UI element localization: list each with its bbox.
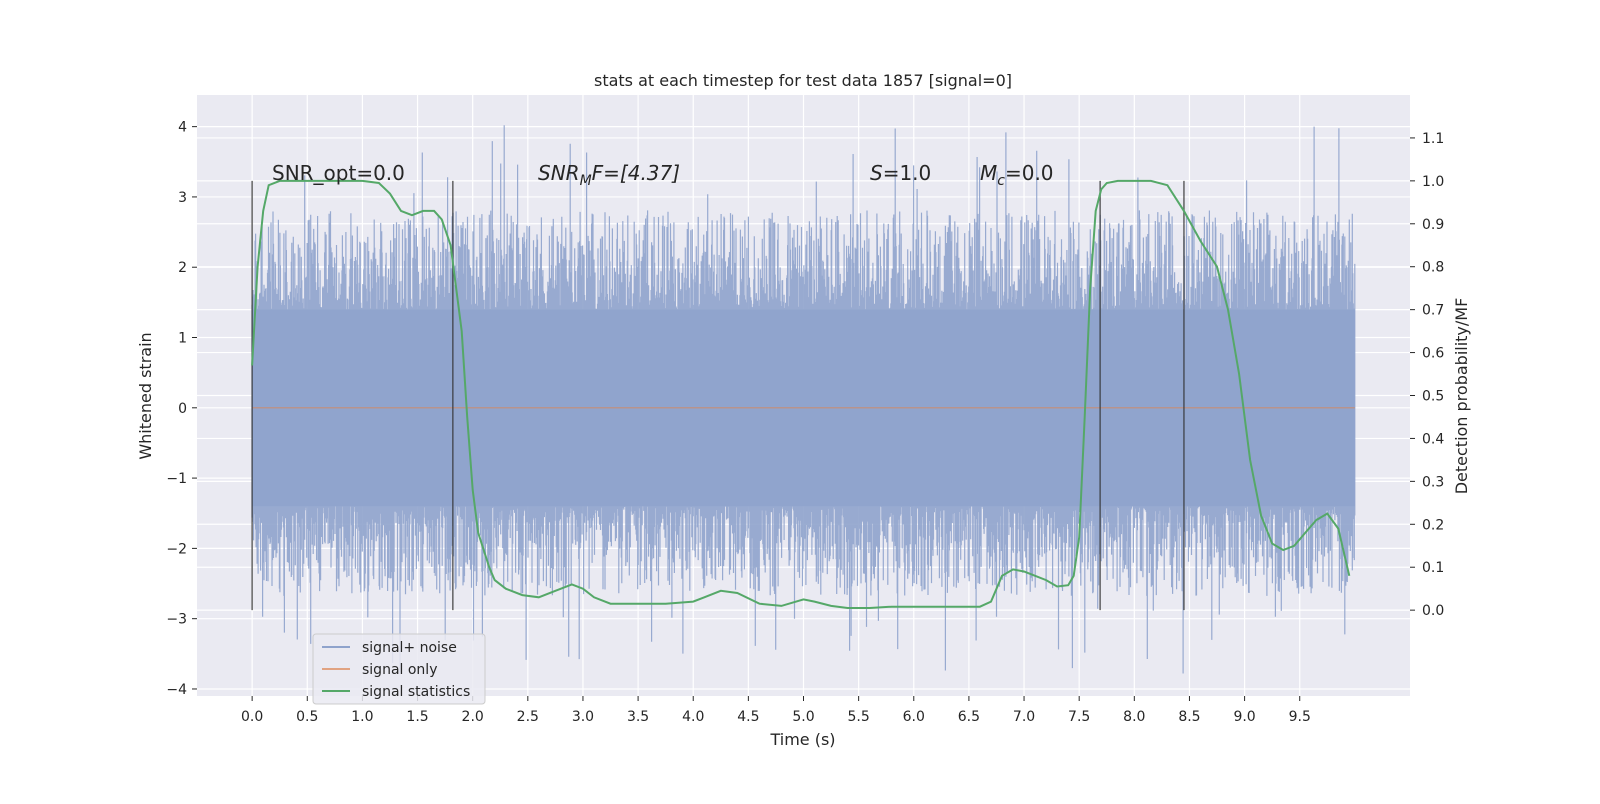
legend-label-signal-noise: signal+ noise (362, 640, 457, 656)
y-axis-left-ticks: 4 3 2 1 0 −1 −2 −3 −4 (166, 120, 197, 698)
x-axis-ticks: 0.0 0.5 1.0 1.5 2.0 2.5 3.0 3.5 4.0 4.5 5.0 5.5 6.0 6… (241, 696, 1311, 725)
annotation-mc-main: M (980, 161, 997, 185)
annotation-snr-mf-main: SNR (538, 161, 580, 185)
x-tick-label: 4.0 (682, 709, 704, 725)
annotation-mc: Mc=0.0 (980, 161, 1054, 189)
y-right-tick-label: 0.9 (1422, 217, 1444, 233)
y-right-tick-label: 0.3 (1422, 474, 1444, 490)
y-right-tick-label: 0.7 (1422, 303, 1444, 319)
signal-statistics-series (251, 179, 1351, 609)
y-right-tick-label: 0.6 (1422, 346, 1444, 362)
x-axis-label: Time (s) (769, 730, 835, 749)
x-tick-label: 1.5 (406, 709, 428, 725)
x-tick-label: 9.5 (1289, 709, 1311, 725)
y-left-tick-label: 3 (178, 190, 187, 206)
legend-box (312, 633, 486, 705)
y-right-tick-label: 0.4 (1422, 431, 1444, 447)
y-axis-right-label: Detection probability/MF (1452, 298, 1471, 495)
signal-statistics-line (251, 179, 1351, 609)
x-tick-label: 3.5 (627, 709, 649, 725)
y-left-tick-label: 1 (178, 331, 187, 347)
annotation-snr-mf: SNRMF=[4.37] (538, 161, 680, 189)
x-tick-label: 2.5 (517, 709, 539, 725)
annotation-s-main: S (870, 161, 883, 185)
annotation-s-tail: =1.0 (883, 161, 932, 185)
x-tick-label: 5.0 (792, 709, 814, 725)
x-tick-label: 8.5 (1178, 709, 1200, 725)
chart-title: stats at each timestep for test data 185… (594, 71, 1012, 90)
legend: signal+ noise signal only signal statist… (312, 633, 486, 705)
y-left-tick-label: −3 (166, 612, 187, 628)
y-axis-left-label: Whitened strain (136, 332, 155, 459)
annotation-snr-mf-sub: M (580, 173, 592, 189)
x-tick-label: 0.5 (296, 709, 318, 725)
y-right-tick-label: 0.1 (1422, 560, 1444, 576)
annotation-s: S=1.0 (870, 161, 931, 185)
y-right-tick-label: 1.0 (1422, 174, 1444, 190)
x-tick-label: 9.0 (1233, 709, 1255, 725)
x-tick-label: 8.0 (1123, 709, 1145, 725)
y-left-tick-label: 2 (178, 260, 187, 276)
y-right-tick-label: 0.8 (1422, 260, 1444, 276)
x-tick-label: 6.5 (958, 709, 980, 725)
annotation-mc-sub: c (997, 173, 1005, 189)
y-left-tick-label: 4 (178, 120, 187, 136)
y-right-tick-label: 0.5 (1422, 389, 1444, 405)
legend-label-signal-statistics: signal statistics (362, 684, 470, 700)
x-tick-label: 7.0 (1013, 709, 1035, 725)
y-axis-right-ticks: 1.1 1.0 0.9 0.8 0.7 0.6 0.5 0.4 0.3 0.2 0.1 0.0 (1410, 131, 1444, 619)
y-left-tick-label: −4 (166, 682, 187, 698)
x-tick-label: 7.5 (1068, 709, 1090, 725)
x-tick-label: 0.0 (241, 709, 263, 725)
x-tick-label: 6.0 (903, 709, 925, 725)
annotation-snr-opt: SNR_opt=0.0 (272, 161, 405, 185)
x-tick-label: 3.0 (572, 709, 594, 725)
y-left-tick-label: 0 (178, 401, 187, 417)
x-tick-label: 5.5 (848, 709, 870, 725)
x-tick-label: 4.5 (737, 709, 759, 725)
annotation-mc-tail: =0.0 (1005, 161, 1054, 185)
legend-label-signal-only: signal only (362, 662, 437, 678)
vertical-markers (251, 180, 1185, 611)
annotation-snr-mf-tail: F=[4.37] (592, 161, 680, 185)
y-right-tick-label: 1.1 (1422, 131, 1444, 147)
x-tick-label: 2.0 (462, 709, 484, 725)
y-right-tick-label: 0.0 (1422, 603, 1444, 619)
y-left-tick-label: −1 (166, 471, 187, 487)
y-right-tick-label: 0.2 (1422, 517, 1444, 533)
x-tick-label: 1.0 (351, 709, 373, 725)
y-left-tick-label: −2 (166, 541, 187, 557)
